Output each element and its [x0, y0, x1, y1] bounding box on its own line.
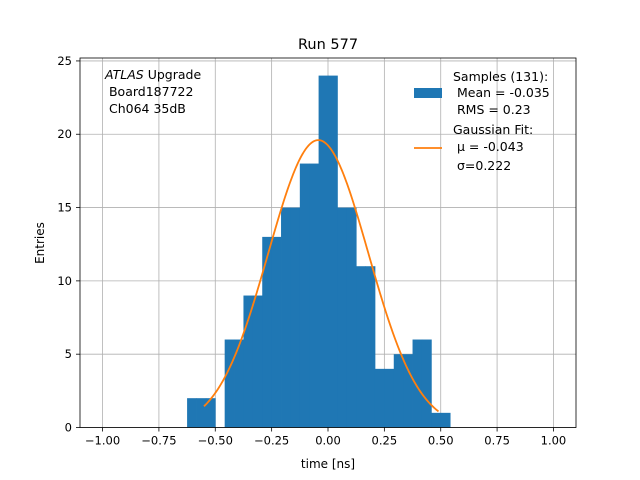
histogram-bar-22 — [393, 354, 404, 428]
histogram-bar-12 — [299, 163, 310, 428]
fit-curve-group — [203, 139, 440, 413]
legend-samples-swatch — [414, 88, 442, 98]
histogram-bar-2 — [205, 398, 216, 428]
y-tick-label-4: 20 — [57, 127, 72, 141]
x-axis-ticks: −1.00 −0.75 −0.50 −0.25 0.00 0.25 0.50 0.75 1.00 — [85, 427, 567, 448]
histogram-bar-7 — [252, 295, 263, 428]
x-tick-label-6: 0.50 — [428, 434, 454, 448]
histogram-bar-23 — [403, 354, 413, 428]
histogram-bar-15 — [328, 75, 338, 428]
y-axis-ticks: 0 5 10 15 20 25 — [57, 54, 80, 435]
chart-title: Run 577 — [298, 37, 358, 53]
histogram-bar-6 — [243, 295, 254, 428]
x-tick-label-4: 0.00 — [315, 434, 341, 448]
annotation-upgrade: Upgrade — [144, 67, 202, 82]
histogram-bar-16 — [337, 207, 348, 428]
y-tick-label-0: 0 — [65, 421, 72, 435]
histogram-bar-0 — [187, 398, 197, 428]
y-tick-label-5: 25 — [57, 54, 72, 68]
histogram-bar-20 — [374, 368, 385, 428]
histogram-bar-18 — [356, 266, 366, 428]
y-axis-label: Entries — [33, 222, 47, 264]
annotation-line-1: ATLAS Upgrade — [104, 67, 201, 82]
y-tick-label-2: 10 — [57, 274, 72, 288]
x-tick-label-0: −1.00 — [85, 434, 120, 448]
x-tick-label-2: −0.50 — [198, 434, 233, 448]
legend-fit-line-3: σ=0.222 — [453, 158, 511, 173]
histogram-bar-10 — [281, 207, 291, 428]
histogram-bar-5 — [234, 339, 244, 428]
histogram-bar-11 — [290, 207, 301, 428]
y-tick-label-3: 15 — [57, 201, 72, 215]
annotation-line-2: Board187722 — [105, 84, 193, 99]
legend-fit-line-1: Gaussian Fit: — [453, 122, 533, 137]
legend-samples-line-3: RMS = 0.23 — [453, 102, 531, 117]
histogram-bar-21 — [384, 368, 395, 428]
legend-samples-line-2: Mean = -0.035 — [453, 85, 550, 100]
x-axis-label: time [ns] — [301, 457, 355, 471]
histogram-bar-1 — [196, 398, 207, 428]
histogram-bar-17 — [346, 207, 357, 428]
atlas-annotation: ATLAS Upgrade Board187722 Ch064 35dB — [104, 67, 201, 116]
histogram-bar-14 — [318, 75, 329, 428]
histogram-bar-27 — [440, 412, 451, 428]
x-tick-label-7: 0.75 — [484, 434, 510, 448]
x-tick-label-1: −0.75 — [141, 434, 176, 448]
legend-fit-line-2: μ = -0.043 — [453, 139, 524, 154]
annotation-line-3: Ch064 35dB — [105, 101, 186, 116]
histogram-bar-4 — [224, 339, 235, 428]
x-tick-label-3: −0.25 — [254, 434, 289, 448]
histogram-bar-19 — [365, 266, 376, 428]
y-tick-label-1: 5 — [65, 347, 72, 361]
histogram-bar-25 — [421, 339, 432, 428]
x-tick-label-5: 0.25 — [372, 434, 398, 448]
x-tick-label-8: 1.00 — [541, 434, 567, 448]
legend: Samples (131): Mean = -0.035 RMS = 0.23 … — [414, 69, 550, 173]
histogram-bar-8 — [262, 236, 273, 428]
histogram-bar-24 — [412, 339, 423, 428]
annotation-atlas: ATLAS — [104, 67, 144, 82]
histogram-bars — [187, 75, 451, 428]
histogram-bar-13 — [309, 163, 319, 428]
histogram-bar-26 — [431, 412, 442, 428]
gaussian-fit-line — [203, 139, 440, 413]
histogram-bar-9 — [271, 236, 282, 428]
legend-samples-line-1: Samples (131): — [453, 69, 548, 84]
